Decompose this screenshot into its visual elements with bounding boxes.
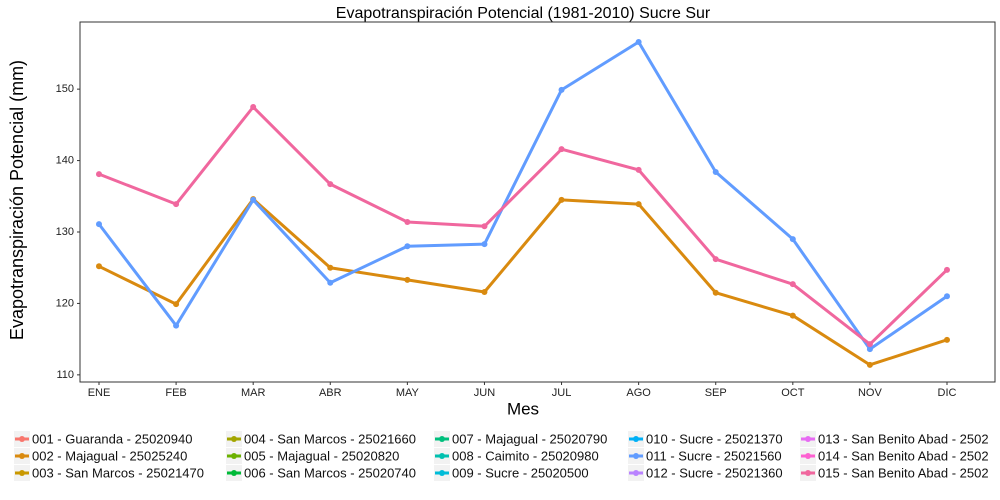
legend-swatch-point	[231, 453, 237, 459]
data-point	[327, 264, 334, 271]
data-point	[558, 196, 565, 203]
x-tick-label: JUL	[552, 387, 572, 399]
data-point	[635, 166, 642, 173]
legend-label: 010 - Sucre - 25021370	[646, 431, 783, 446]
legend-label: 004 - San Marcos - 25021660	[244, 431, 416, 446]
legend-label: 007 - Majagual - 25020790	[452, 431, 607, 446]
data-point	[250, 196, 257, 203]
legend-swatch-point	[439, 470, 445, 476]
legend-swatch-point	[805, 453, 811, 459]
data-point	[404, 243, 411, 250]
data-point	[635, 201, 642, 208]
legend-swatch-point	[439, 453, 445, 459]
y-tick-label: 120	[56, 297, 74, 309]
legend-label: 011 - Sucre - 25021560	[646, 448, 782, 463]
data-point	[866, 346, 873, 353]
data-point	[712, 256, 719, 263]
x-tick-label: ENE	[88, 387, 111, 399]
legend-swatch-point	[19, 436, 25, 442]
legend-label: 014 - San Benito Abad - 2502	[818, 448, 989, 463]
plot-panel	[79, 21, 996, 383]
data-point	[327, 279, 334, 286]
series-line	[98, 197, 948, 367]
data-point	[173, 201, 180, 208]
legend-swatch-point	[633, 470, 639, 476]
data-point	[96, 171, 102, 178]
legend-swatch-point	[231, 470, 237, 476]
legend-swatch-point	[19, 453, 25, 459]
legend-label: 009 - Sucre - 25020500	[452, 465, 589, 480]
legend-swatch-point	[439, 436, 445, 442]
data-point	[635, 39, 642, 45]
y-tick-label: 110	[56, 369, 74, 381]
data-point	[327, 181, 334, 188]
data-point	[944, 266, 950, 273]
x-tick-label: DIC	[938, 387, 957, 399]
legend-swatch-point	[231, 436, 237, 442]
data-point	[250, 104, 257, 110]
legend-label: 001 - Guaranda - 25020940	[32, 431, 192, 446]
data-point	[481, 223, 488, 230]
y-tick-label: 150	[56, 83, 74, 95]
legend-label: 002 - Majagual - 25025240	[32, 448, 187, 463]
data-point	[789, 312, 796, 319]
data-point	[96, 263, 102, 270]
y-tick-label: 140	[56, 154, 74, 166]
x-tick-label: SEP	[705, 387, 727, 399]
x-axis-label: Mes	[507, 399, 539, 418]
legend-label: 006 - San Marcos - 25020740	[244, 465, 416, 480]
data-point	[866, 361, 873, 368]
data-point	[96, 221, 102, 228]
legend-swatch-point	[633, 453, 639, 459]
x-tick-label: OCT	[781, 387, 805, 399]
data-point	[866, 341, 873, 348]
data-point	[404, 219, 411, 225]
legend-label: 003 - San Marcos - 25021470	[32, 465, 204, 480]
legend-swatch-point	[805, 436, 811, 442]
x-tick-label: MAR	[241, 387, 266, 399]
x-tick-label: ABR	[319, 387, 342, 399]
data-point	[481, 289, 488, 295]
legend-label: 013 - San Benito Abad - 2502	[818, 431, 989, 446]
legend-swatch-point	[633, 436, 639, 442]
series-line	[98, 105, 949, 346]
data-point	[481, 241, 488, 248]
data-point	[173, 322, 180, 329]
data-point	[789, 236, 796, 243]
data-point	[712, 289, 719, 296]
x-tick-label: NOV	[858, 387, 883, 399]
legend-label: 015 - San Benito Abad - 2502	[818, 465, 989, 480]
y-tick-label: 130	[56, 226, 74, 238]
y-axis-label: Evapotranspiración Potencial (mm)	[7, 60, 27, 340]
data-point	[789, 281, 796, 288]
chart-title: Evapotranspiración Potencial (1981-2010)…	[336, 5, 711, 22]
legend-label: 005 - Majagual - 25020820	[244, 448, 399, 463]
data-point	[173, 301, 180, 308]
data-point	[558, 146, 565, 153]
data-point	[944, 293, 950, 300]
data-point	[944, 336, 950, 343]
legend-swatch-point	[805, 470, 811, 476]
data-point	[712, 169, 719, 175]
x-tick-label: MAY	[396, 387, 420, 399]
legend-label: 012 - Sucre - 25021360	[646, 465, 783, 480]
series-line	[97, 40, 948, 351]
data-point	[558, 86, 565, 93]
data-point	[404, 276, 411, 283]
x-tick-label: FEB	[165, 387, 186, 399]
legend-swatch-point	[19, 470, 25, 476]
legend-label: 008 - Caimito - 25020980	[452, 448, 599, 463]
x-tick-label: AGO	[626, 387, 651, 399]
x-tick-label: JUN	[474, 387, 495, 399]
